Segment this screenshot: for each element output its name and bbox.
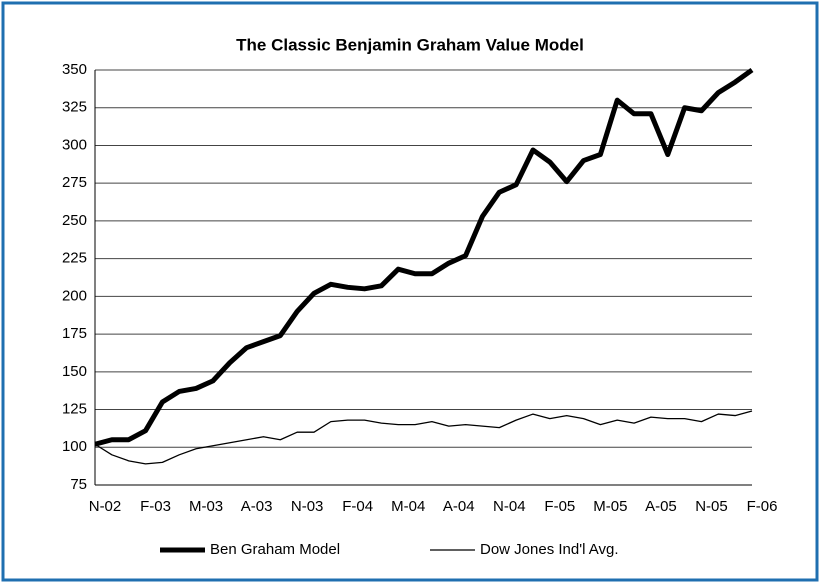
x-tick-label: A-04 [443,498,475,515]
x-tick-label: A-05 [645,498,677,515]
y-tick-label: 275 [62,174,87,191]
x-tick-label: N-03 [291,498,324,515]
data-line [94,67,754,447]
y-tick-label: 325 [62,99,87,116]
x-tick-label: M-03 [189,498,223,515]
y-tick-label: 175 [62,325,87,342]
x-tick-label: F-03 [140,498,171,515]
x-tick-label: N-05 [695,498,728,515]
x-tick-label: F-05 [544,498,575,515]
x-tick-label: F-04 [342,498,373,515]
x-tick-label: M-05 [593,498,627,515]
legend-label: Ben Graham Model [210,541,340,558]
data-line [94,410,753,465]
y-tick-label: 100 [62,438,87,455]
y-tick-label: 300 [62,136,87,153]
x-tick-label: F-06 [747,498,778,515]
y-tick-label: 75 [70,476,87,493]
x-tick-label: N-02 [89,498,122,515]
y-tick-label: 250 [62,212,87,229]
legend-label: Dow Jones Ind'l Avg. [480,541,619,558]
chart-title: The Classic Benjamin Graham Value Model [236,35,584,54]
x-tick-label: M-04 [391,498,425,515]
x-tick-label: A-03 [241,498,273,515]
y-tick-label: 200 [62,287,87,304]
y-tick-label: 125 [62,401,87,418]
x-tick-label: N-04 [493,498,526,515]
y-tick-label: 225 [62,250,87,267]
y-tick-label: 150 [62,363,87,380]
y-tick-label: 350 [62,61,87,78]
